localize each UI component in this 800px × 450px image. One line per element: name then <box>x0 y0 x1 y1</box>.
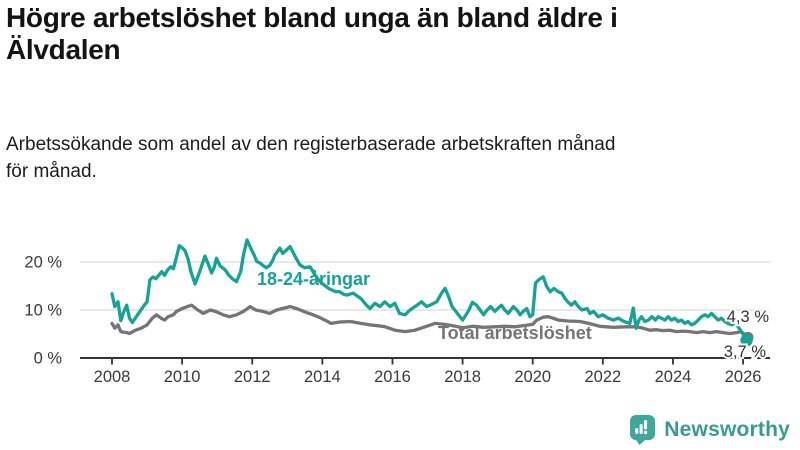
line-chart-svg: 2008 2010 2012 2014 2016 2018 2020 2022 2024 2026… <box>24 238 771 386</box>
y-tick-label: 10 % <box>24 302 62 320</box>
x-tick-label: 2016 <box>374 368 411 386</box>
series-label-0: 18-24-åringar <box>257 269 370 289</box>
series-label-1: Total arbetslöshet <box>438 323 592 343</box>
x-tick-label: 2024 <box>655 368 692 386</box>
x-tick-label: 2012 <box>234 368 271 386</box>
chart-subtitle: Arbetssökande som andel av den registerb… <box>6 131 786 185</box>
line-chart: 2008 2010 2012 2014 2016 2018 2020 2022 2024 2026… <box>0 225 800 425</box>
chart-subtitle-line1: Arbetssökande som andel av den registerb… <box>6 134 616 155</box>
page-title-line2: Älvdalen <box>6 34 121 65</box>
page-title: Högre arbetslöshet bland unga än bland ä… <box>6 2 786 66</box>
x-tick-label: 2026 <box>725 368 762 386</box>
newsworthy-icon <box>630 415 656 445</box>
x-tick-label: 2020 <box>514 368 551 386</box>
end-value-label-1: 3,7 % <box>724 343 767 361</box>
page-title-line1: Högre arbetslöshet bland unga än bland ä… <box>6 2 618 33</box>
end-dot-young <box>740 334 753 347</box>
series-line-young <box>110 238 749 342</box>
x-tick-label: 2014 <box>304 368 341 386</box>
x-tick-label: 2022 <box>584 368 621 386</box>
x-tick-label: 2010 <box>164 368 201 386</box>
end-value-label-0: 4,3 % <box>727 308 770 326</box>
y-tick-label: 20 % <box>24 254 62 272</box>
newsworthy-wordmark: Newsworthy <box>664 417 790 441</box>
chart-subtitle-line2: för månad. <box>6 161 97 182</box>
series-line-total <box>110 303 750 340</box>
newsworthy-logo[interactable]: Newsworthy <box>629 414 790 445</box>
x-tick-label: 2018 <box>444 368 481 386</box>
y-tick-label: 0 % <box>34 350 63 368</box>
x-tick-label: 2008 <box>94 368 131 386</box>
